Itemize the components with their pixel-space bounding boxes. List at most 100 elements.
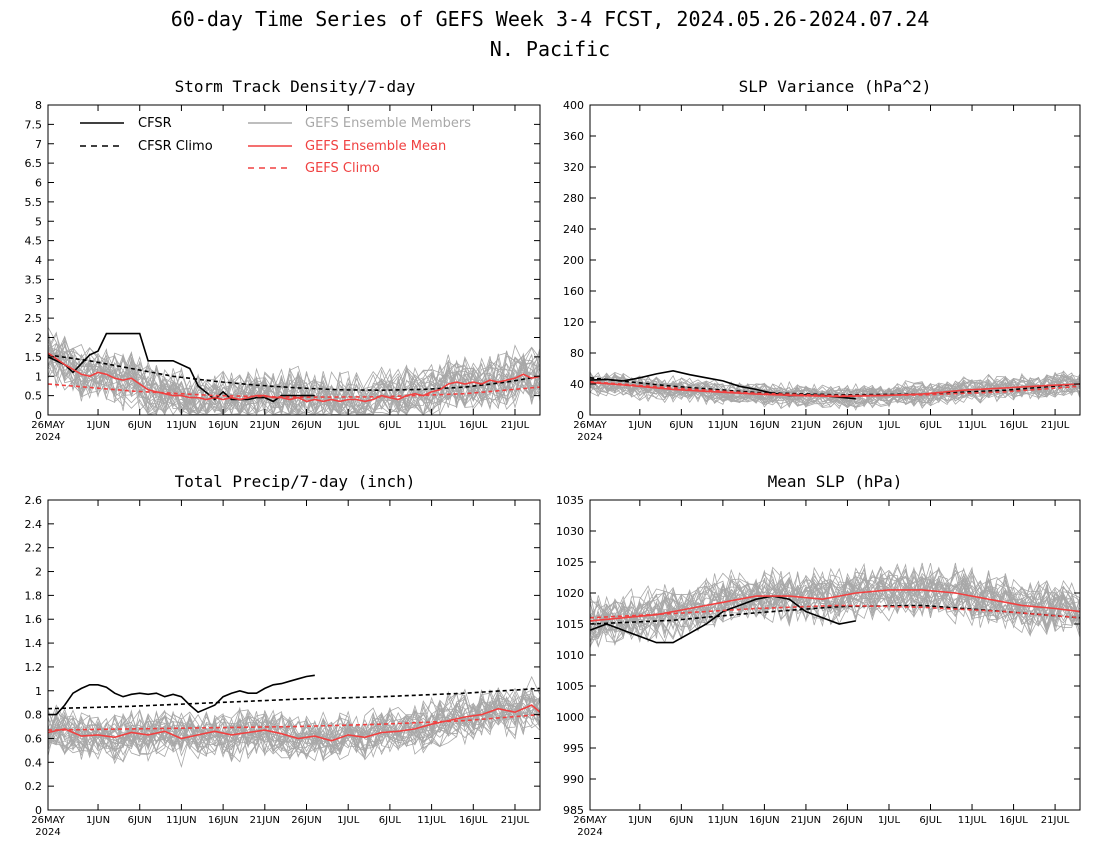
y-tick-label: 5.5 <box>25 196 43 209</box>
y-tick-label: 0 <box>577 409 584 422</box>
y-tick-label: 0.5 <box>25 390 43 403</box>
x-tick-label: 21JUN <box>250 420 280 431</box>
y-tick-label: 2 <box>35 566 42 579</box>
x-tick-label: 26JUN <box>291 815 321 826</box>
x-tick-label: 26MAY <box>31 815 65 826</box>
series-line-gefs-ensemble-mean <box>589 589 1081 622</box>
y-tick-label: 0.6 <box>25 732 43 745</box>
y-tick-label: 5 <box>35 215 42 228</box>
y-tick-label: 1.4 <box>25 637 43 650</box>
panel-mean-slp: Mean SLP (hPa) 985 990 995 1000 1005 1010 1015… <box>556 472 1081 838</box>
plot-frame <box>589 499 1081 811</box>
legend-label-mean: GEFS Ensemble Mean <box>305 139 446 154</box>
panel-title: Storm Track Density/7-day <box>175 77 416 96</box>
x-year-label: 2024 <box>35 432 60 443</box>
y-tick-label: 40 <box>570 378 584 391</box>
ensemble-member-line <box>47 341 541 416</box>
x-tick-label: 26MAY <box>31 420 65 431</box>
ensemble-member-line <box>589 566 1081 639</box>
x-tick-label: 11JUN <box>708 420 738 431</box>
ensemble-member-line <box>47 697 541 758</box>
y-tick-label: 160 <box>563 285 584 298</box>
y-tick-label: 1.2 <box>25 661 43 674</box>
x-tick-label: 16JUL <box>999 815 1028 826</box>
series-line-gefs-ensemble-mean <box>589 381 1081 398</box>
y-tick-label: 1005 <box>556 680 584 693</box>
y-tick-label: 6.5 <box>25 157 43 170</box>
x-tick-label: 1JUL <box>337 815 360 826</box>
x-tick-label: 26MAY <box>573 420 607 431</box>
x-tick-label: 1JUL <box>878 420 901 431</box>
y-tick-label: 7 <box>35 138 42 151</box>
y-tick-label: 3.5 <box>25 273 43 286</box>
series-line-cfsr-climo <box>47 687 541 710</box>
y-tick-label: 2.2 <box>25 542 43 555</box>
ensemble-member-line <box>589 371 1081 404</box>
x-tick-label: 26JUN <box>832 815 862 826</box>
y-tick-label: 1015 <box>556 618 584 631</box>
x-tick-label: 1JUN <box>628 420 652 431</box>
plot-frame <box>47 499 541 811</box>
ensemble-member-line <box>589 569 1081 643</box>
x-tick-label: 1JUN <box>628 815 652 826</box>
series-line-gefs-climo <box>589 380 1081 397</box>
ensemble-members <box>589 370 1081 411</box>
x-tick-label: 1JUN <box>86 420 110 431</box>
x-tick-label: 21JUL <box>1041 420 1070 431</box>
y-tick-label: 990 <box>563 773 584 786</box>
ensemble-member-line <box>47 333 541 415</box>
y-tick-label: 80 <box>570 347 584 360</box>
x-tick-label: 21JUL <box>1041 815 1070 826</box>
ensemble-members <box>47 327 541 416</box>
ensemble-member-line <box>47 692 541 765</box>
ensemble-member-line <box>47 347 541 416</box>
y-tick-label: 1 <box>35 370 42 383</box>
x-year-label: 2024 <box>35 827 60 838</box>
ensemble-members <box>47 675 541 769</box>
x-year-label: 2024 <box>577 827 602 838</box>
y-tick-label: 400 <box>563 99 584 112</box>
x-tick-label: 6JUL <box>379 420 402 431</box>
ensemble-member-line <box>47 342 541 416</box>
x-tick-label: 26MAY <box>573 815 607 826</box>
y-tick-label: 0.2 <box>25 780 43 793</box>
ensemble-member-line <box>47 350 541 416</box>
y-tick-label: 1.6 <box>25 613 43 626</box>
x-tick-label: 16JUL <box>999 420 1028 431</box>
series-line-gefs-climo <box>589 604 1081 619</box>
ensemble-member-line <box>47 335 541 416</box>
ensemble-member-line <box>47 351 541 416</box>
y-tick-label: 1025 <box>556 556 584 569</box>
x-tick-label: 21JUN <box>791 815 821 826</box>
x-tick-label: 6JUL <box>379 815 402 826</box>
panel-total-precip: Total Precip/7-day (inch) 0 0.2 0.4 0.6 0.8 1… <box>25 472 541 838</box>
x-year-label: 2024 <box>577 432 602 443</box>
x-tick-label: 16JUN <box>749 815 779 826</box>
panel-storm-track-density: Storm Track Density/7-day 0 0.5 1 1.5 2 2.5 3 3… <box>25 77 541 443</box>
y-tick-label: 1000 <box>556 711 584 724</box>
y-tick-label: 3 <box>35 293 42 306</box>
ensemble-member-line <box>47 690 541 760</box>
panel-title: Total Precip/7-day (inch) <box>175 472 416 491</box>
y-tick-label: 120 <box>563 316 584 329</box>
y-tick-label: 8 <box>35 99 42 112</box>
y-tick-label: 2.5 <box>25 312 43 325</box>
x-tick-label: 21JUN <box>250 815 280 826</box>
y-tick-label: 360 <box>563 130 584 143</box>
ensemble-members <box>589 562 1081 649</box>
plot-frame <box>589 104 1081 416</box>
x-tick-label: 26JUN <box>291 420 321 431</box>
x-tick-label: 1JUL <box>337 420 360 431</box>
y-tick-label: 0 <box>35 804 42 817</box>
x-tick-label: 11JUN <box>166 815 196 826</box>
x-tick-label: 1JUL <box>878 815 901 826</box>
y-tick-label: 200 <box>563 254 584 267</box>
y-tick-label: 320 <box>563 161 584 174</box>
y-tick-label: 1035 <box>556 494 584 507</box>
y-tick-label: 2.4 <box>25 518 43 531</box>
y-tick-label: 1020 <box>556 587 584 600</box>
series-line-cfsr-climo <box>47 354 541 392</box>
x-tick-label: 21JUL <box>501 420 530 431</box>
y-tick-label: 6 <box>35 177 42 190</box>
ensemble-member-line <box>47 697 541 755</box>
